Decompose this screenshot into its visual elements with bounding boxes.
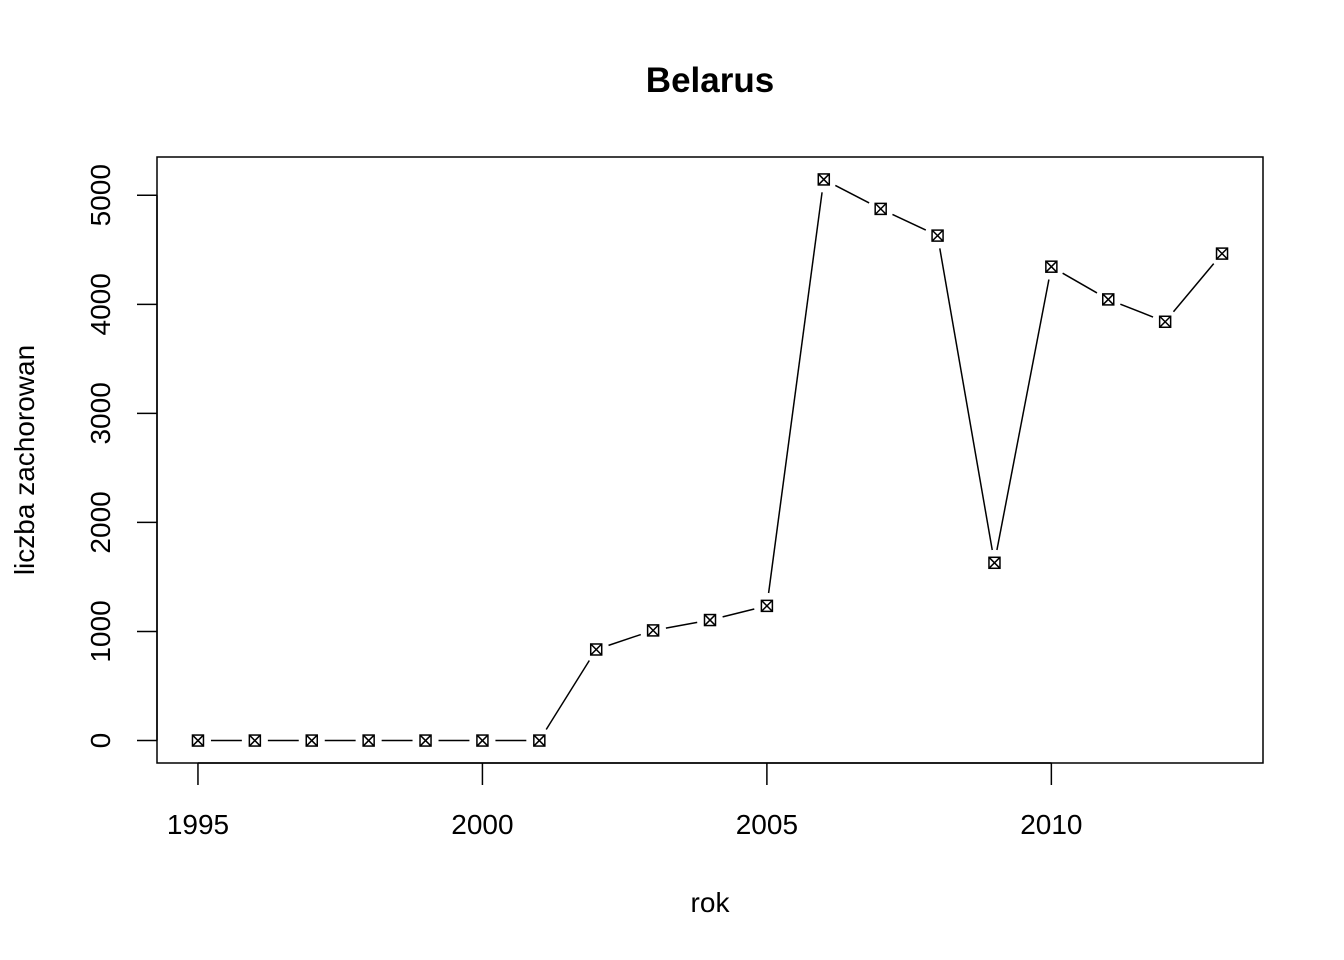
data-point [1045, 260, 1058, 273]
x-tick-label: 2000 [451, 809, 513, 840]
series-segment [892, 213, 927, 231]
data-point [1102, 293, 1115, 306]
x-tick-label: 2005 [736, 809, 798, 840]
data-point [419, 734, 432, 747]
data-point [248, 734, 262, 747]
series-segment [545, 660, 590, 730]
data-point [476, 734, 489, 747]
y-tick-label: 5000 [85, 164, 116, 226]
series-segment [1120, 303, 1154, 318]
chart-title: Belarus [646, 61, 774, 100]
data-point [703, 613, 717, 627]
plot-frame [156, 156, 1264, 764]
data-point [305, 734, 318, 747]
series-segment [996, 279, 1050, 551]
series-segment [767, 192, 823, 594]
series-segment [1062, 272, 1098, 294]
data-point [191, 734, 205, 747]
series-segment [722, 608, 755, 618]
y-tick-label: 4000 [85, 273, 116, 335]
x-axis: 1995 2000 2005 2010 [167, 762, 1083, 840]
x-axis-label: rok [691, 887, 731, 918]
series-segment [608, 633, 642, 647]
data-point [988, 556, 1001, 570]
y-tick-label: 2000 [85, 491, 116, 553]
y-tick-label: 0 [85, 733, 116, 749]
series-segment [1172, 263, 1215, 313]
data-point [1215, 247, 1229, 260]
series-segment [939, 248, 993, 551]
data-point [646, 624, 660, 637]
y-tick-label: 3000 [85, 382, 116, 444]
series-line [210, 184, 1215, 742]
data-point [589, 643, 603, 656]
x-tick-label: 1995 [167, 809, 229, 840]
series-segment [665, 621, 698, 629]
x-tick-label: 2010 [1020, 809, 1082, 840]
series-points [191, 173, 1229, 747]
series-segment [834, 184, 870, 204]
y-tick-label: 1000 [85, 600, 116, 662]
y-axis: 0 1000 2000 3000 4000 5000 [85, 164, 158, 749]
y-axis-label: liczba zachorowan [9, 345, 40, 575]
data-point [533, 734, 546, 747]
data-point [1158, 315, 1172, 329]
data-point [760, 599, 774, 613]
data-point [874, 202, 887, 216]
data-point [931, 229, 944, 242]
data-point [817, 173, 831, 186]
data-point [362, 734, 375, 747]
